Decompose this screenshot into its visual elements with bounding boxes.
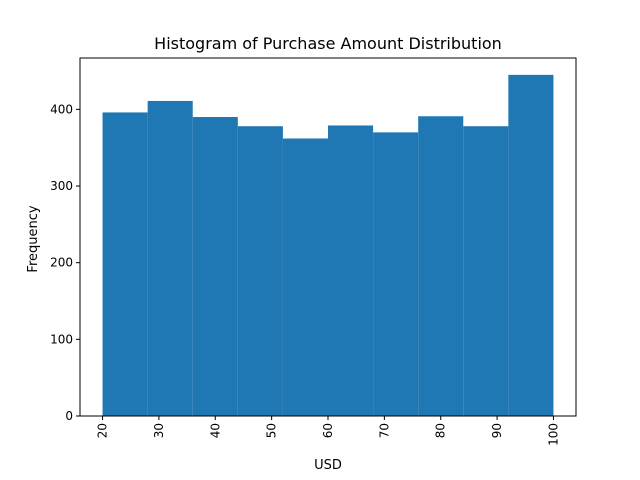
plot-frame	[79, 57, 577, 417]
histogram-bar	[463, 126, 509, 416]
x-tick-label: 100	[546, 423, 560, 446]
x-tick-label: 90	[490, 423, 504, 438]
histogram-bar	[147, 100, 193, 417]
x-tick-label: 70	[377, 423, 391, 438]
bars-group	[102, 74, 554, 417]
histogram-bar	[418, 116, 464, 417]
x-axis-label: USD	[314, 458, 342, 473]
y-tick-label: 400	[50, 102, 73, 116]
x-tick-label: 30	[152, 423, 166, 438]
y-tick-label: 0	[65, 409, 73, 423]
histogram-bar	[282, 138, 328, 417]
y-tick-label: 300	[50, 179, 73, 193]
y-axis-ticks: 0 100 200 300 400	[50, 102, 80, 423]
histogram-bar	[237, 126, 283, 416]
histogram-bar	[328, 125, 374, 416]
x-tick-label: 50	[265, 423, 279, 438]
y-tick-label: 200	[50, 256, 73, 270]
x-tick-label: 60	[321, 423, 335, 438]
histogram-bar	[102, 112, 148, 416]
y-tick-label: 100	[50, 332, 73, 346]
y-axis-label: Frequency	[26, 205, 41, 272]
histogram-bar	[192, 117, 238, 417]
x-tick-label: 40	[208, 423, 222, 438]
x-tick-label: 80	[434, 423, 448, 438]
chart-title: Histogram of Purchase Amount Distributio…	[154, 34, 502, 53]
histogram-bar	[373, 132, 419, 416]
histogram-bar	[508, 74, 554, 416]
x-tick-label: 20	[96, 423, 110, 438]
x-axis-ticks: 20 30 40 50 60 70 80 90 100	[96, 416, 560, 446]
